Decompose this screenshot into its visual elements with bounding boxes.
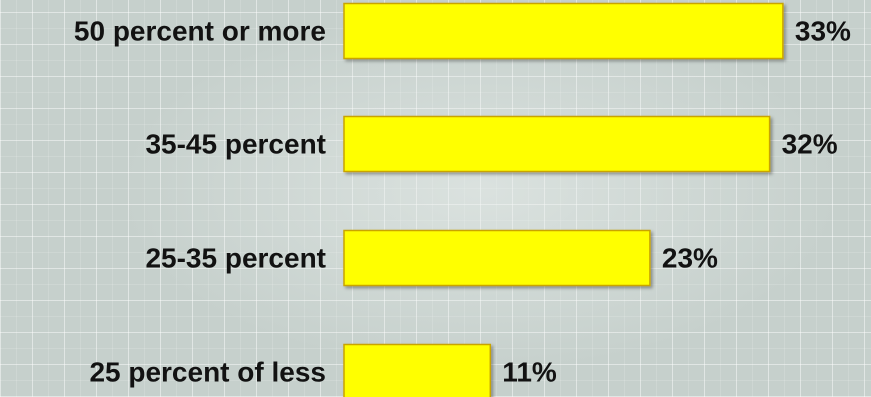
value-label-50-percent-or-more: 33% xyxy=(795,16,851,47)
value-label-25-percent-of-less: 11% xyxy=(502,357,557,388)
bar-35-45-percent xyxy=(343,115,771,173)
chart-marks: 50 percent or more 33% 35-45 percent 32% 25-… xyxy=(74,2,851,397)
bar-25-percent-of-less xyxy=(343,343,492,397)
bar-25-35-percent xyxy=(343,229,651,287)
value-label-25-35-percent: 23% xyxy=(662,243,718,274)
category-label-35-45-percent: 35-45 percent xyxy=(145,129,326,160)
category-label-25-percent-of-less: 25 percent of less xyxy=(89,357,326,388)
value-label-35-45-percent: 32% xyxy=(782,129,838,160)
bar-50-percent-or-more xyxy=(343,2,784,60)
category-label-25-35-percent: 25-35 percent xyxy=(145,243,326,274)
category-label-50-percent-or-more: 50 percent or more xyxy=(74,16,326,47)
